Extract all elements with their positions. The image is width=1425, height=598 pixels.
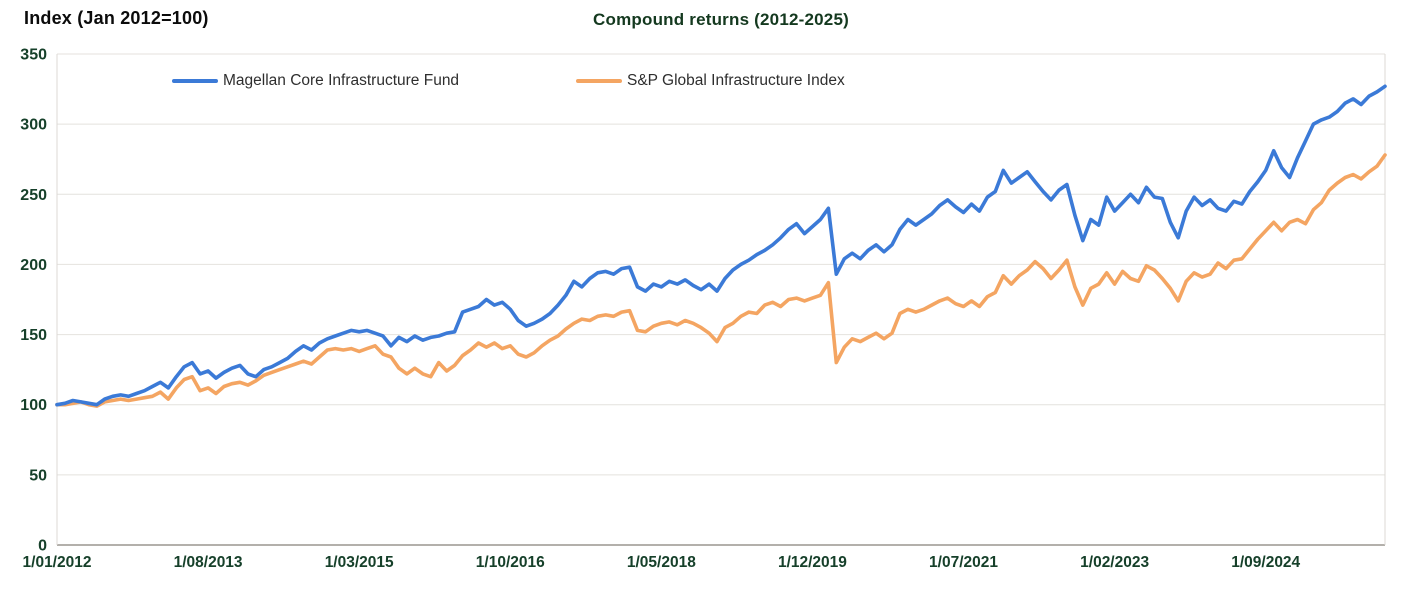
y-tick-label: 150 bbox=[20, 327, 47, 344]
y-tick-label: 0 bbox=[38, 538, 47, 555]
x-tick-label: 1/08/2013 bbox=[174, 554, 243, 571]
magellan-line bbox=[55, 84, 1387, 407]
y-tick-label: 200 bbox=[20, 257, 47, 274]
y-tick-label: 250 bbox=[20, 187, 47, 204]
chart-title: Compound returns (2012-2025) bbox=[593, 10, 849, 29]
x-tick-label: 1/09/2024 bbox=[1231, 554, 1300, 571]
y-tick-label: 100 bbox=[20, 397, 47, 414]
sp-line bbox=[55, 153, 1387, 408]
x-tick-label: 1/10/2016 bbox=[476, 554, 545, 571]
x-tick-label: 1/12/2019 bbox=[778, 554, 847, 571]
x-tick-label: 1/05/2018 bbox=[627, 554, 696, 571]
y-tick-label: 300 bbox=[20, 117, 47, 134]
y-axis-title: Index (Jan 2012=100) bbox=[24, 8, 209, 28]
x-tick-label: 1/07/2021 bbox=[929, 554, 998, 571]
y-tick-label: 350 bbox=[20, 47, 47, 64]
y-tick-label: 50 bbox=[29, 467, 47, 484]
x-tick-label: 1/01/2012 bbox=[23, 554, 92, 571]
x-tick-label: 1/03/2015 bbox=[325, 554, 394, 571]
x-tick-label: 1/02/2023 bbox=[1080, 554, 1149, 571]
